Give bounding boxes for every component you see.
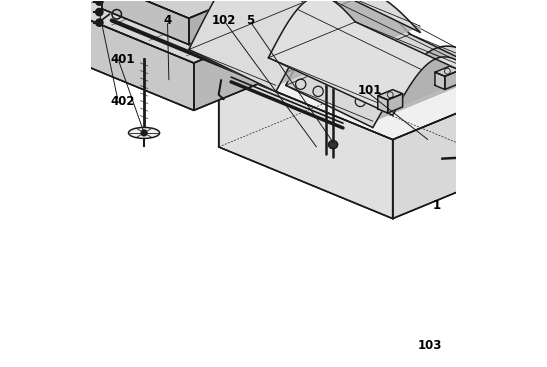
Text: 102: 102	[212, 14, 236, 27]
Polygon shape	[435, 72, 445, 90]
Ellipse shape	[328, 141, 337, 149]
Text: 4: 4	[164, 14, 172, 27]
Polygon shape	[189, 0, 333, 50]
Circle shape	[96, 19, 103, 26]
Text: 402: 402	[111, 95, 135, 108]
Polygon shape	[219, 17, 517, 139]
Polygon shape	[219, 68, 393, 219]
Text: 401: 401	[111, 53, 135, 66]
Circle shape	[479, 165, 484, 170]
Polygon shape	[102, 0, 248, 18]
Polygon shape	[189, 0, 420, 92]
Polygon shape	[435, 66, 460, 76]
Polygon shape	[286, 0, 410, 86]
Polygon shape	[393, 57, 480, 115]
Polygon shape	[373, 46, 497, 127]
Polygon shape	[286, 0, 497, 127]
Polygon shape	[388, 94, 403, 113]
Polygon shape	[378, 90, 403, 100]
Polygon shape	[276, 0, 420, 92]
Polygon shape	[269, 0, 480, 115]
Polygon shape	[57, 0, 293, 63]
Circle shape	[96, 0, 103, 5]
Text: 103: 103	[418, 339, 443, 352]
Ellipse shape	[129, 127, 160, 138]
Polygon shape	[102, 0, 189, 44]
Polygon shape	[57, 7, 194, 110]
Polygon shape	[189, 0, 248, 44]
Text: 101: 101	[358, 84, 382, 97]
Text: 1: 1	[433, 199, 441, 212]
Polygon shape	[445, 70, 460, 90]
Circle shape	[96, 8, 103, 16]
Polygon shape	[194, 22, 293, 110]
Circle shape	[141, 130, 147, 136]
Text: 5: 5	[246, 14, 254, 27]
Polygon shape	[269, 0, 356, 58]
Polygon shape	[393, 88, 517, 219]
Polygon shape	[378, 96, 388, 113]
